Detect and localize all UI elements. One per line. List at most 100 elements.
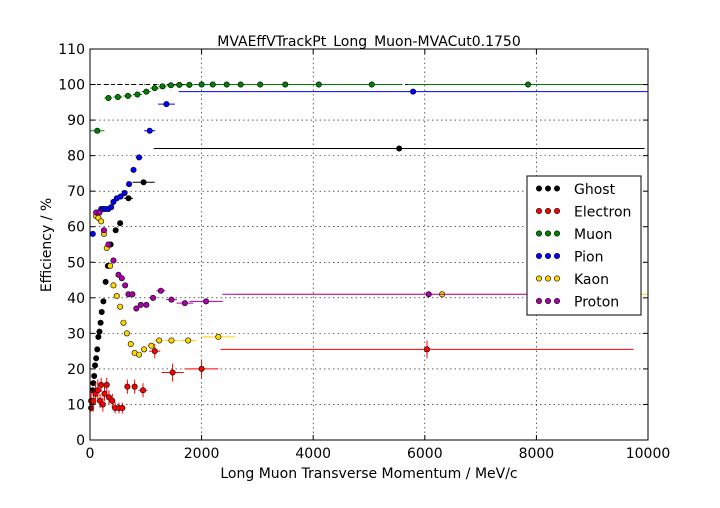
proton-data-point	[143, 301, 150, 308]
kaon-data-point	[98, 218, 105, 225]
muon-data-point	[237, 81, 244, 88]
electron-data-point	[124, 383, 131, 390]
proton-data-point	[118, 275, 125, 282]
electron-data-point	[131, 383, 138, 390]
legend-label-ghost: Ghost	[574, 182, 616, 198]
muon-data-point	[223, 81, 230, 88]
x-tick-label: 6000	[407, 446, 443, 462]
muon-data-point	[167, 82, 174, 89]
y-tick-label: 20	[67, 362, 85, 378]
muon-data-point	[368, 81, 375, 88]
muon-data-point	[198, 81, 205, 88]
y-tick-label: 30	[67, 326, 85, 342]
x-tick-label: 2000	[184, 446, 220, 462]
proton-data-point	[100, 227, 107, 234]
plot-frame	[89, 48, 649, 441]
legend-marker-muon	[544, 230, 551, 237]
ghost-data-point	[96, 328, 103, 335]
muon-data-point	[124, 92, 131, 99]
x-tick-label: 0	[86, 446, 95, 462]
kaon-data-point	[113, 293, 120, 300]
pion-data-point	[117, 193, 124, 200]
electron-data-point	[103, 381, 110, 388]
electron-data-point	[119, 405, 126, 412]
legend-marker-proton	[544, 297, 551, 304]
muon-data-point	[315, 81, 322, 88]
y-tick-label: 100	[58, 78, 85, 94]
legend-marker-kaon	[544, 275, 551, 282]
proton-data-point	[203, 298, 210, 305]
kaon-data-point	[117, 303, 124, 310]
ghost-data-point	[140, 179, 147, 186]
electron-data-point	[151, 348, 158, 355]
kaon-data-point	[141, 346, 148, 353]
kaon-data-point	[120, 319, 127, 326]
x-tick-label: 4000	[295, 446, 331, 462]
ghost-data-point	[112, 227, 119, 234]
ghost-data-point	[97, 319, 104, 326]
legend-label-proton: Proton	[574, 295, 619, 311]
x-axis-label: Long Muon Transverse Momentum / MeV/c	[220, 466, 517, 482]
proton-data-point	[168, 296, 175, 303]
legend-box	[526, 175, 642, 316]
proton-data-point	[129, 291, 136, 298]
legend: Ghost Electron Muon Pion Kaon Proton	[526, 175, 642, 316]
legend-marker-ghost	[535, 185, 542, 192]
muon-data-point	[186, 81, 193, 88]
muon-data-point	[257, 81, 264, 88]
legend-label-muon: Muon	[574, 227, 612, 243]
data-points	[88, 81, 648, 414]
proton-data-point	[181, 300, 188, 307]
pion-data-point	[163, 101, 170, 108]
electron-data-point	[198, 365, 205, 372]
y-tick-label: 80	[67, 149, 85, 165]
kaon-data-point	[110, 282, 117, 289]
legend-marker-pion	[553, 253, 560, 260]
kaon-data-point	[148, 342, 155, 349]
proton-data-point	[122, 282, 129, 289]
proton-data-point	[105, 241, 112, 248]
muon-data-point	[176, 81, 183, 88]
electron-data-point	[98, 381, 105, 388]
legend-marker-muon	[553, 230, 560, 237]
y-tick-label: 110	[58, 42, 85, 58]
electron-data-point	[140, 387, 147, 394]
proton-data-point	[96, 209, 103, 216]
legend-label-pion: Pion	[574, 250, 603, 266]
legend-marker-electron	[535, 208, 542, 215]
ghost-data-point	[102, 278, 109, 285]
legend-marker-proton	[553, 297, 560, 304]
legend-marker-pion	[535, 253, 542, 260]
legend-marker-proton	[535, 297, 542, 304]
electron-data-point	[99, 401, 106, 408]
kaon-data-point	[107, 262, 114, 269]
ghost-data-point	[98, 309, 105, 316]
ghost-data-point	[94, 346, 101, 353]
muon-data-point	[94, 127, 101, 134]
muon-data-point	[159, 83, 166, 90]
proton-data-point	[150, 294, 157, 301]
ghost-data-point	[93, 355, 100, 362]
pion-data-point	[89, 230, 96, 237]
electron-data-point	[94, 387, 101, 394]
pion-data-point	[410, 88, 417, 95]
proton-data-point	[157, 287, 164, 294]
legend-marker-electron	[553, 208, 560, 215]
proton-data-point	[110, 257, 117, 264]
muon-data-point	[525, 81, 532, 88]
ghost-data-point	[125, 195, 132, 202]
proton-data-point	[137, 301, 144, 308]
electron-data-point	[109, 397, 116, 404]
muon-data-point	[151, 85, 158, 92]
kaon-data-point	[127, 341, 134, 348]
legend-marker-kaon	[553, 275, 560, 282]
ghost-data-point	[396, 145, 403, 152]
y-tick-label: 70	[67, 184, 85, 200]
legend-marker-electron	[544, 208, 551, 215]
kaon-data-point	[168, 337, 175, 344]
ghost-data-point	[100, 298, 107, 305]
ghost-data-point	[91, 373, 98, 380]
kaon-data-point	[215, 333, 222, 340]
